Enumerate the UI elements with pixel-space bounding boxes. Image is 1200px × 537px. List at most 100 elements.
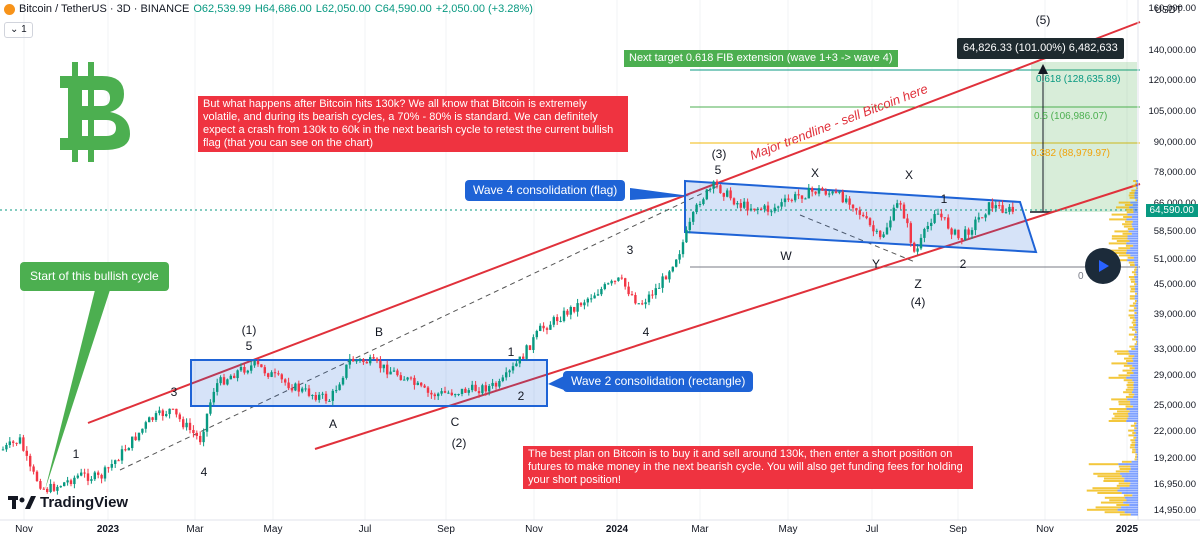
fib-05-label: 0.5 (106,986.07): [1034, 111, 1107, 122]
best-plan-note: The best plan on Bitcoin is to buy it an…: [523, 446, 973, 489]
wave-label-x1: X: [811, 166, 819, 180]
low-value: L62,050.00: [315, 3, 371, 15]
wave2-callout: Wave 2 consolidation (rectangle): [563, 371, 754, 392]
open-value: O62,539.99: [193, 3, 251, 15]
lower-trendline: [314, 183, 1141, 450]
price-tick-label: 140,000.00: [1148, 45, 1196, 56]
wave-label-w1b: 1: [508, 345, 515, 359]
price-tick-label: 14,950.00: [1154, 505, 1196, 516]
wave-label-y: Y: [872, 257, 880, 271]
bitcoin-130k-note: But what happens after Bitcoin hits 130k…: [198, 96, 628, 152]
time-tick-label: Sep: [437, 524, 455, 535]
wave-label-w3: (3): [712, 147, 727, 161]
time-tick-label: Jul: [359, 524, 372, 535]
wave-label-w2: (2): [452, 436, 467, 450]
time-tick-label: Nov: [1036, 524, 1054, 535]
symbol-header: Bitcoin / TetherUS · 3D · BINANCE O62,53…: [0, 0, 533, 18]
time-tick-label: May: [779, 524, 798, 535]
price-tick-label: 66,000.00: [1154, 198, 1196, 209]
wave4-callout-pointer: [630, 188, 690, 200]
wave-labels: 1 3 4 (1) 5 A B C (2) 2 1 3 4 (3) 5 X X W Y Z (4) 1 2 (5): [73, 13, 1051, 479]
wave-label-w2c: 2: [960, 257, 967, 271]
high-value: H64,686.00: [254, 3, 312, 15]
price-tick-label: 105,000.00: [1148, 106, 1196, 117]
chart-shapes: [0, 0, 1200, 521]
fib-0382-label: 0.382 (88,979.97): [1031, 148, 1110, 159]
wave4-flag: [684, 179, 1038, 254]
wave-label-w3b: 3: [627, 243, 634, 257]
price-tick-label: 58,500.00: [1154, 226, 1196, 237]
dashed-guide: [119, 184, 721, 471]
chevron-down-icon: ⌄: [10, 24, 22, 35]
time-tick-label: Nov: [15, 524, 33, 535]
tradingview-logo-icon: [8, 495, 36, 509]
time-tick-label: May: [264, 524, 283, 535]
play-icon: [1099, 260, 1109, 272]
change-value: +2,050.00 (+3.28%): [435, 3, 533, 15]
currency-label[interactable]: USDT: [1154, 5, 1182, 16]
trendline-label: Major trendline - sell Bitcoin here: [748, 81, 930, 163]
wave-label-w1c: 1: [941, 192, 948, 206]
time-axis[interactable]: Nov 2023 Mar May Jul Sep Nov 2024 Mar May Jul Sep No…: [15, 524, 1138, 535]
price-tick-label: 45,000.00: [1154, 279, 1196, 290]
fib-0-label: 0: [1078, 271, 1084, 282]
wave-label-w2n: 2: [518, 389, 525, 403]
wave-label-a: A: [329, 417, 337, 431]
price-tick-label: 90,000.00: [1154, 137, 1196, 148]
indicator-count: 1: [21, 24, 27, 35]
wave-label-x2: X: [905, 168, 913, 182]
next-target-label: Next target 0.618 FIB extension (wave 1+…: [624, 50, 898, 67]
measure-arrow-head: [1038, 64, 1048, 74]
symbol-title[interactable]: Bitcoin / TetherUS · 3D · BINANCE: [19, 3, 190, 15]
target-projection-box: [1031, 62, 1137, 212]
indicator-toggle[interactable]: ⌄ 1: [4, 22, 33, 38]
major-trendline: [87, 21, 1141, 424]
tradingview-label: TradingView: [40, 494, 129, 511]
time-tick-label: 2025: [1116, 524, 1139, 535]
time-tick-label: Jul: [866, 524, 879, 535]
measure-readout: 64,826.33 (101.00%) 6,482,633: [957, 38, 1124, 59]
price-tick-label: 33,000.00: [1154, 344, 1196, 355]
price-tick-label: 51,000.00: [1154, 254, 1196, 265]
wave-label-w1: 1: [73, 447, 80, 461]
wave-label-w5b: 5: [715, 163, 722, 177]
start-cycle-callout: Start of this bullish cycle: [20, 262, 169, 291]
close-value: C64,590.00: [374, 3, 432, 15]
time-tick-label: Nov: [525, 524, 543, 535]
price-tick-label: 22,000.00: [1154, 426, 1196, 437]
time-tick-label: 2023: [97, 524, 120, 535]
price-tick-label: 29,000.00: [1154, 370, 1196, 381]
last-price-tag: 64,590.00: [1145, 204, 1198, 217]
wave-label-w4: (4): [911, 295, 926, 309]
wave4-callout: Wave 4 consolidation (flag): [465, 180, 626, 201]
price-tick-label: 19,200.00: [1154, 453, 1196, 464]
start-callout-pointer: [45, 290, 110, 490]
wave-label-w3a: 3: [171, 385, 178, 399]
tradingview-logo[interactable]: TradingView: [8, 494, 128, 511]
price-tick-label: 160,000.00: [1148, 3, 1196, 14]
price-axis[interactable]: 160,000.00 140,000.00 120,000.00 105,000.00…: [1148, 3, 1196, 516]
fib-0618-label: 0.618 (128,635.89): [1036, 74, 1121, 85]
price-tick-label: 120,000.00: [1148, 75, 1196, 86]
wave-label-w5a: 5: [246, 339, 253, 353]
wave-label-w4a: 4: [201, 465, 208, 479]
price-tick-label: 39,000.00: [1154, 309, 1196, 320]
volume-profile: [1086, 180, 1138, 516]
time-tick-label: Sep: [949, 524, 967, 535]
price-tick-label: 25,000.00: [1154, 400, 1196, 411]
dashed-guide-2: [799, 214, 916, 263]
wave2-callout-pointer: [548, 376, 564, 390]
time-tick-label: Mar: [186, 524, 204, 535]
time-tick-label: Mar: [691, 524, 709, 535]
time-tick-label: 2024: [606, 524, 629, 535]
play-button[interactable]: [1085, 248, 1121, 284]
wave-label-b: B: [375, 325, 383, 339]
wave-label-w: W: [780, 249, 792, 263]
wave-label-w5: (5): [1036, 13, 1051, 27]
price-tick-label: 16,950.00: [1154, 479, 1196, 490]
wave-label-w1_top: (1): [242, 323, 257, 337]
wave-label-z: Z: [914, 277, 921, 291]
wave-label-c: C: [451, 415, 460, 429]
candles: [1, 179, 1014, 495]
